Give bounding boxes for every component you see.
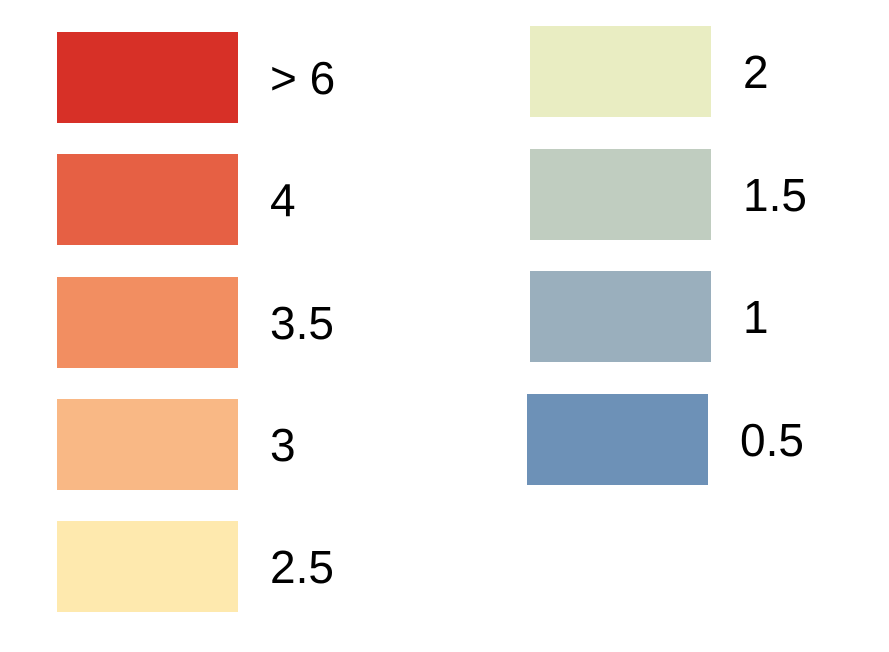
legend-item: 2.5 xyxy=(57,521,357,612)
legend-swatch xyxy=(530,271,711,362)
legend-label: 3.5 xyxy=(270,296,334,349)
legend-label: 2 xyxy=(743,45,769,98)
legend-item: 3.5 xyxy=(57,277,357,368)
legend-item: 0.5 xyxy=(527,394,827,485)
legend-label: 1.5 xyxy=(743,168,807,221)
legend-label: 3 xyxy=(270,418,296,471)
legend-item: 4 xyxy=(57,154,357,245)
legend-label: > 6 xyxy=(270,51,336,104)
legend-label: 2.5 xyxy=(270,540,334,593)
legend-item: > 6 xyxy=(57,32,357,123)
legend-item: 3 xyxy=(57,399,357,490)
legend-label: 1 xyxy=(743,290,769,343)
legend-swatch xyxy=(57,154,238,245)
legend-swatch xyxy=(530,26,711,117)
legend-label: 4 xyxy=(270,173,296,226)
legend-item: 1.5 xyxy=(530,149,830,240)
legend-swatch xyxy=(57,399,238,490)
legend-swatch xyxy=(57,32,238,123)
legend-swatch xyxy=(530,149,711,240)
legend-item: 2 xyxy=(530,26,830,117)
legend-swatch xyxy=(57,521,238,612)
legend-swatch xyxy=(57,277,238,368)
legend-swatch xyxy=(527,394,708,485)
legend-item: 1 xyxy=(530,271,830,362)
legend-label: 0.5 xyxy=(740,413,804,466)
